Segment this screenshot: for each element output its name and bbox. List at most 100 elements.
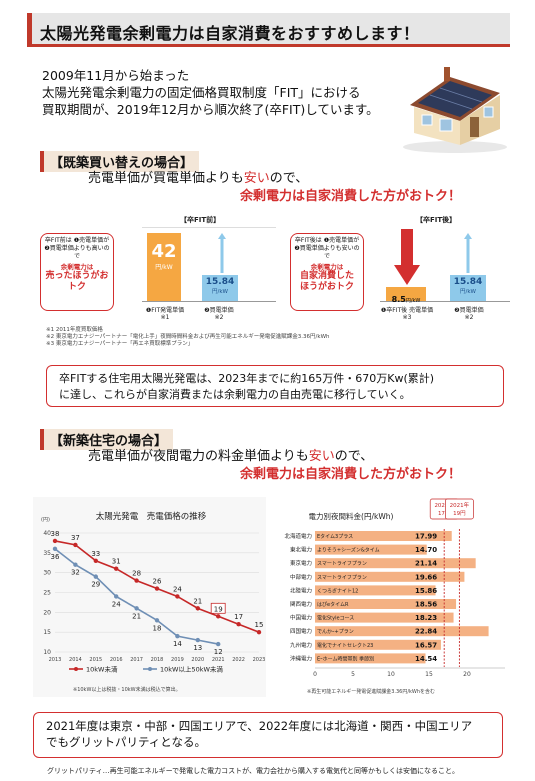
notice-line-1: 卒FITする住宅用太陽光発電は、2023年までに約165万件・670万Kw(累計… [59,372,435,385]
line-chart-data-label: 31 [112,558,121,566]
line-chart-x-tick: 2022 [232,657,245,663]
after-bar-sell-unit: 円/kW [405,298,421,304]
bar-chart-value: 17.99 [415,533,437,541]
line-chart-point [195,637,200,643]
before-bar-fit-value: 42 [151,241,177,262]
bar-chart-plan: Eｰホーム時間帯別 季節別 [317,655,374,662]
after-arrow-down-icon [394,229,420,285]
line-chart-y-tick: 10 [43,649,51,656]
line-chart-data-label: 32 [71,569,80,577]
line-chart-y-unit: (円) [41,517,50,523]
line-chart-data-label: 21 [193,597,202,605]
after-label2-text: ❷買電単価 [454,307,484,314]
intro-line-2: 太陽光発電余剰電力の固定価格買取制度「FIT」における [42,85,361,100]
after-bar-buy-value: 15.84 [453,277,483,287]
bar-chart-footnote: ※再生可能エネルギー発電促進賦課金3.36円/kWhを含む [307,688,435,695]
bar-chart-bar [315,639,441,650]
line-chart-data-label: 21 [132,612,141,620]
bar-chart-plan: でんかｰ+プラン [317,628,354,635]
bar-chart-category: 中国電力 [290,614,312,622]
before-bar-fit: 42 円/kW [147,233,181,301]
note-2: ※2 東京電力エナジーパートナー「電化上手」夜間時間料金および再生可能エネルギー… [46,334,330,340]
line-chart-point [195,606,200,611]
bar-chart-marker-value: 17円 [438,510,451,517]
before-label2-note: ※2 [214,314,224,321]
bar-chart-bar [315,571,465,582]
bar-chart-plan: はぴeタイムR [317,601,349,608]
note-3: ※3 東京電力エナジーパートナー「再エネ買取標準プラン」 [46,341,194,347]
line-chart-point [175,633,180,639]
bar-chart-bar [315,585,436,596]
footer-note: グリットパリティ…再生可能エネルギーで発電した電力コストが、電力会社から購入する… [47,767,460,775]
section1-line1: 売電単価が買電単価よりも安いので、 [88,167,308,186]
bar-chart-value: 22.84 [415,628,437,636]
bar-chart-category: 北海道電力 [284,532,312,540]
bar-chart-plan: スマートライフプラン [317,575,367,581]
line-chart-x-tick: 2018 [151,657,164,663]
bar-chart-category: 四国電力 [290,627,312,635]
bar-chart-panel: 電力別夜間料金(円/kWh) 北海道電力 Eタイム3プラス 17.99 東北電力 よりそ… [273,497,513,697]
intro-text: 2009年11月から始まった 太陽光発電余剰電力の固定価格買取制度「FIT」にお… [42,67,379,118]
intro-line-1: 2009年11月から始まった [42,68,190,83]
bar-chart-value: 19.66 [415,573,437,581]
line-chart-data-label: 15 [255,621,264,629]
bar-chart-category: 関西電力 [290,600,312,608]
after-bar-sell: 8.5円/kW [386,287,426,304]
before-label1-text: ❶FIT発電単価 [145,307,185,314]
fit-comparison: 【卒FIT前】 卒FIT前は ❶売電単価が❷買電単価よりも高いので 余剰電力は … [40,213,512,328]
bar-chart-marker-value: 19円 [453,510,466,517]
section2-line1: 売電単価が夜間電力の料金単価よりも安いので、 [88,445,373,464]
line-chart-data-label: 37 [71,534,80,542]
line-chart-legend-label: 10kW以上50kW未満 [160,665,223,674]
notice-box: 卒FITする住宅用太陽光発電は、2023年までに約165万件・670万Kw(累計… [46,365,504,407]
bar-chart-bar [315,544,427,555]
conclusion-line-2: でもグリットパリティとなる。 [46,735,206,749]
line-chart-data-label: 12 [214,648,223,656]
line-chart-legend-label: 10kW未満 [86,665,118,674]
line-chart-x-tick: 2014 [69,657,82,663]
before-baseline [142,301,276,302]
line-chart-data-label: 26 [153,578,162,586]
line-chart-data-label: 18 [153,624,162,632]
line-chart-panel: 太陽光発電 売電価格の推移 (円) 10 15 20 25 30 35 40 2013 201… [33,497,266,697]
bar-chart-category: 北陸電力 [290,586,312,594]
conclusion-line-1: 2021年度は東京・中部・四国エリアで、2022年度には北海道・関西・中国エリア [46,719,473,733]
after-callout-mid: 余剰電力は [310,263,344,271]
line-chart-title: 太陽光発電 売電価格の推移 [96,511,207,522]
before-label1: ❶FIT発電単価 ※1 [144,305,186,321]
bar-chart-bar [315,531,452,541]
section1-line1-red: 安い [243,171,270,186]
bar-chart-plan: スマートライフプラン [317,561,367,567]
before-label2: ❷買電単価 ※2 [196,305,242,321]
line-chart-x-tick: 2013 [49,657,62,663]
title-band [27,13,510,47]
after-callout: 卒FIT後は ❶売電単価が❷買電単価よりも安いので 余剰電力は 自家消費した ほ… [290,233,364,311]
after-bar-buy: 15.84 円/kW [450,275,486,301]
line-chart-data-label: 24 [112,600,121,608]
line-chart-x-tick: 2021 [212,657,225,663]
conclusion-box: 2021年度は東京・中部・四国エリアで、2022年度には北海道・関西・中国エリア… [33,712,503,758]
line-chart-x-tick: 2023 [253,657,266,663]
before-callout-mid: 余剰電力は [60,263,94,271]
before-label1-note: ※1 [160,314,170,321]
after-label2-note: ※2 [464,314,474,321]
bar-chart-value: 18.23 [415,614,437,622]
line-chart-data-label: 29 [91,581,100,589]
line-chart-point [73,562,78,567]
line-chart-point [175,594,180,599]
note-1: ※1 2011年度買取価格 [46,327,103,333]
line-chart-point [216,641,221,647]
line-chart-y-tick: 25 [43,590,51,597]
bar-chart-plan: Eタイム3プラス [317,533,353,540]
line-chart-x-tick: 2019 [171,657,184,663]
section1-line1-a: 売電単価が買電単価よりも [88,171,244,186]
line-chart-legend-marker [74,667,78,671]
line-chart: 太陽光発電 売電価格の推移 (円) 10 15 20 25 30 35 40 2013 201… [41,511,266,693]
house-illustration [403,67,507,153]
before-title: 【卒FIT前】 [180,216,221,224]
bar-chart-category: 東北電力 [290,546,312,554]
bar-chart-plan: 電化でナイトセレクト23 [317,642,373,649]
bar-chart: 電力別夜間料金(円/kWh) 北海道電力 Eタイム3プラス 17.99 東北電力 よりそ… [284,498,505,695]
bar-chart-value: 15.86 [415,587,437,595]
bar-chart-title: 電力別夜間料金(円/kWh) [309,511,394,521]
